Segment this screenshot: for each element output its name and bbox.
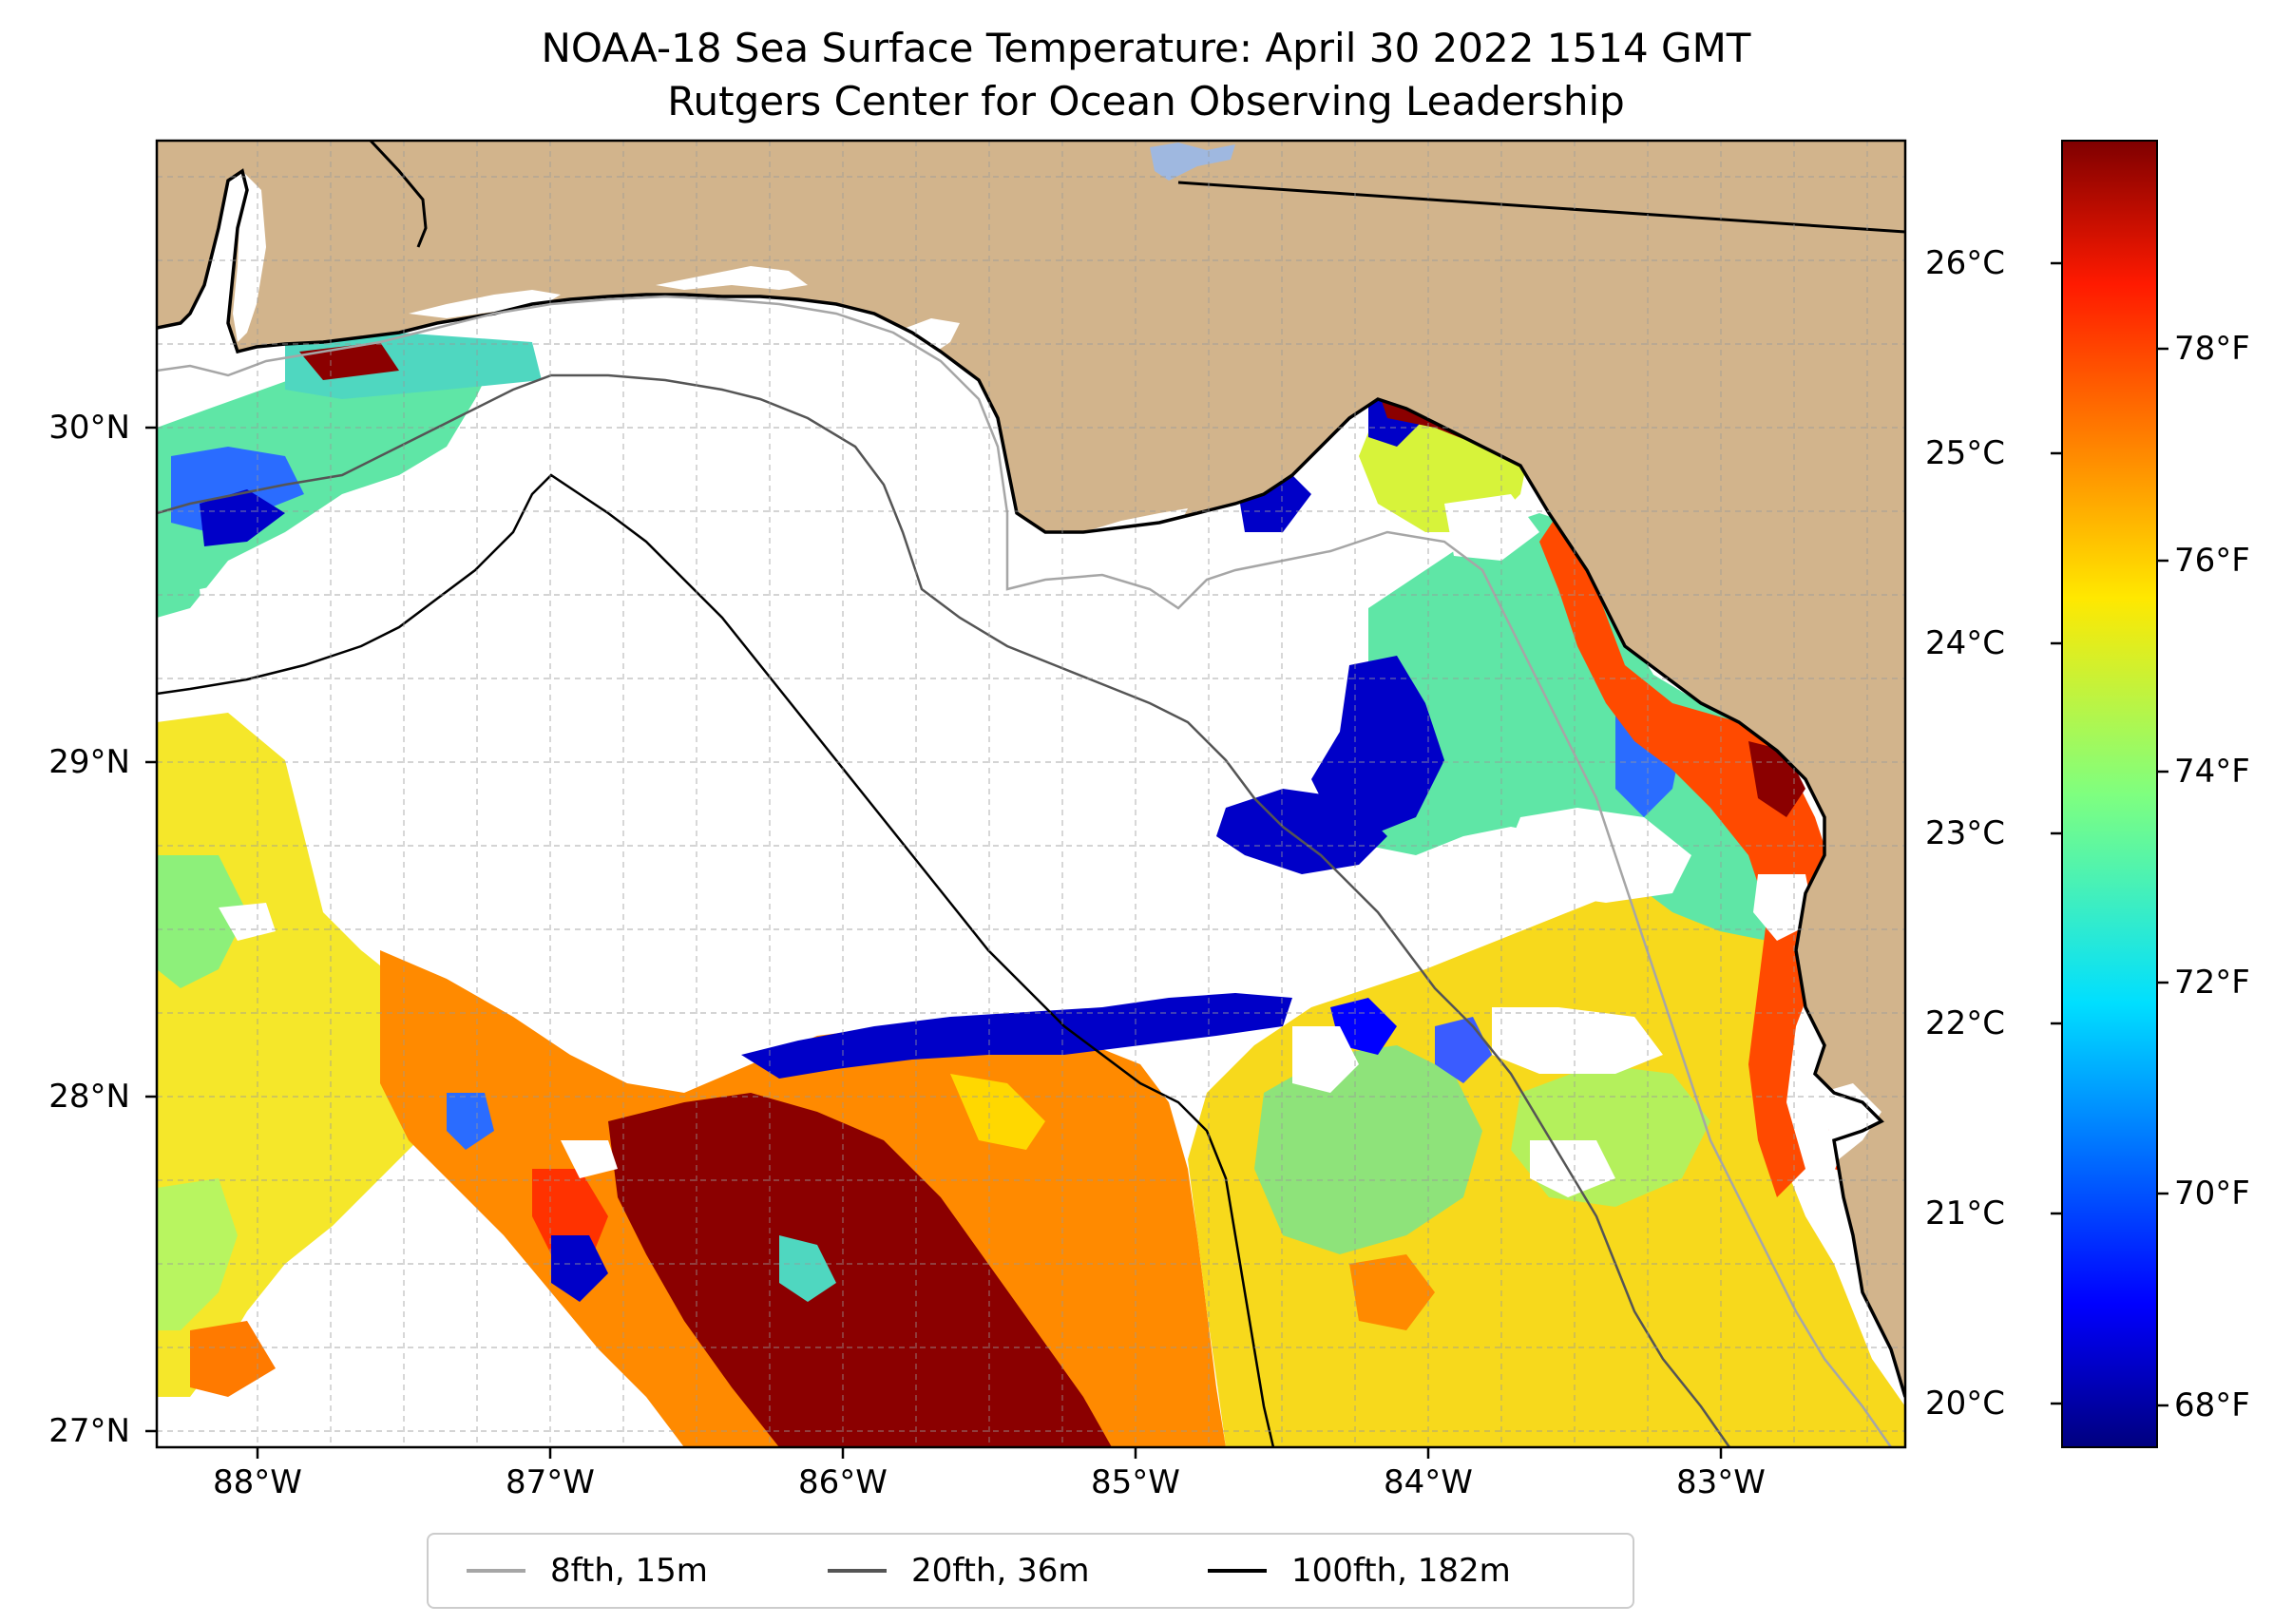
isobath-36m [157,373,1731,1447]
colorbar-celsius-label: 25°C [1925,434,2006,472]
lat-label: 28°N [48,1078,130,1116]
state-border-west [369,141,428,248]
colorbar-celsius-label: 24°C [1925,624,2006,662]
legend-item-182m: 100fth, 182m [1208,1535,1511,1607]
colorbar-fahrenheit-label: 76°F [2174,542,2250,580]
lat-label: 30°N [48,409,130,447]
figure-title-line1: NOAA-18 Sea Surface Temperature: April 3… [541,25,1751,71]
colorbar-celsius-label: 26°C [1925,244,2006,282]
legend-swatch-36m [828,1569,887,1573]
gridlines [157,141,1905,1447]
colorbar-celsius-label: 20°C [1925,1385,2006,1423]
axis-ticks [145,426,1723,1459]
isobath-182m [157,473,1275,1447]
map-frame [155,139,1907,1449]
colorbar-celsius-label: 23°C [1925,814,2006,852]
legend-label: 20fth, 36m [911,1552,1090,1590]
colorbar [2061,140,2158,1448]
legend-swatch-15m [467,1569,525,1573]
colorbar-fahrenheit-label: 70°F [2174,1175,2250,1213]
legend-swatch-182m [1208,1569,1267,1573]
lon-label: 84°W [1384,1463,1473,1501]
colorbar-celsius-label: 22°C [1925,1004,2006,1042]
legend-label: 100fth, 182m [1291,1552,1511,1590]
lat-label: 29°N [48,743,130,781]
colorbar-fahrenheit-label: 72°F [2174,964,2250,1002]
colorbar-fahrenheit-label: 74°F [2174,753,2250,791]
map-area [157,141,1905,1447]
legend-item-15m: 8fth, 15m [467,1535,708,1607]
isobath-15m [157,295,1893,1447]
coastline [157,168,1905,1398]
legend: 8fth, 15m 20fth, 36m 100fth, 182m [427,1533,1634,1609]
land [157,141,1905,1397]
sst-field [157,333,1905,1447]
lon-label: 87°W [506,1463,595,1501]
state-border [1177,181,1905,234]
legend-item-36m: 20fth, 36m [828,1535,1090,1607]
figure-title-line2: Rutgers Center for Ocean Observing Leade… [667,78,1625,124]
lon-label: 83°W [1676,1463,1766,1501]
lon-label: 88°W [213,1463,302,1501]
legend-label: 8fth, 15m [550,1552,708,1590]
colorbar-fahrenheit-label: 78°F [2174,330,2250,368]
colorbar-celsius-label: 21°C [1925,1194,2006,1232]
colorbar-fahrenheit-label: 68°F [2174,1386,2250,1424]
lon-label: 85°W [1091,1463,1180,1501]
lat-label: 27°N [48,1412,130,1450]
colorbar-ticks [2051,261,2168,1407]
lon-label: 86°W [798,1463,888,1501]
